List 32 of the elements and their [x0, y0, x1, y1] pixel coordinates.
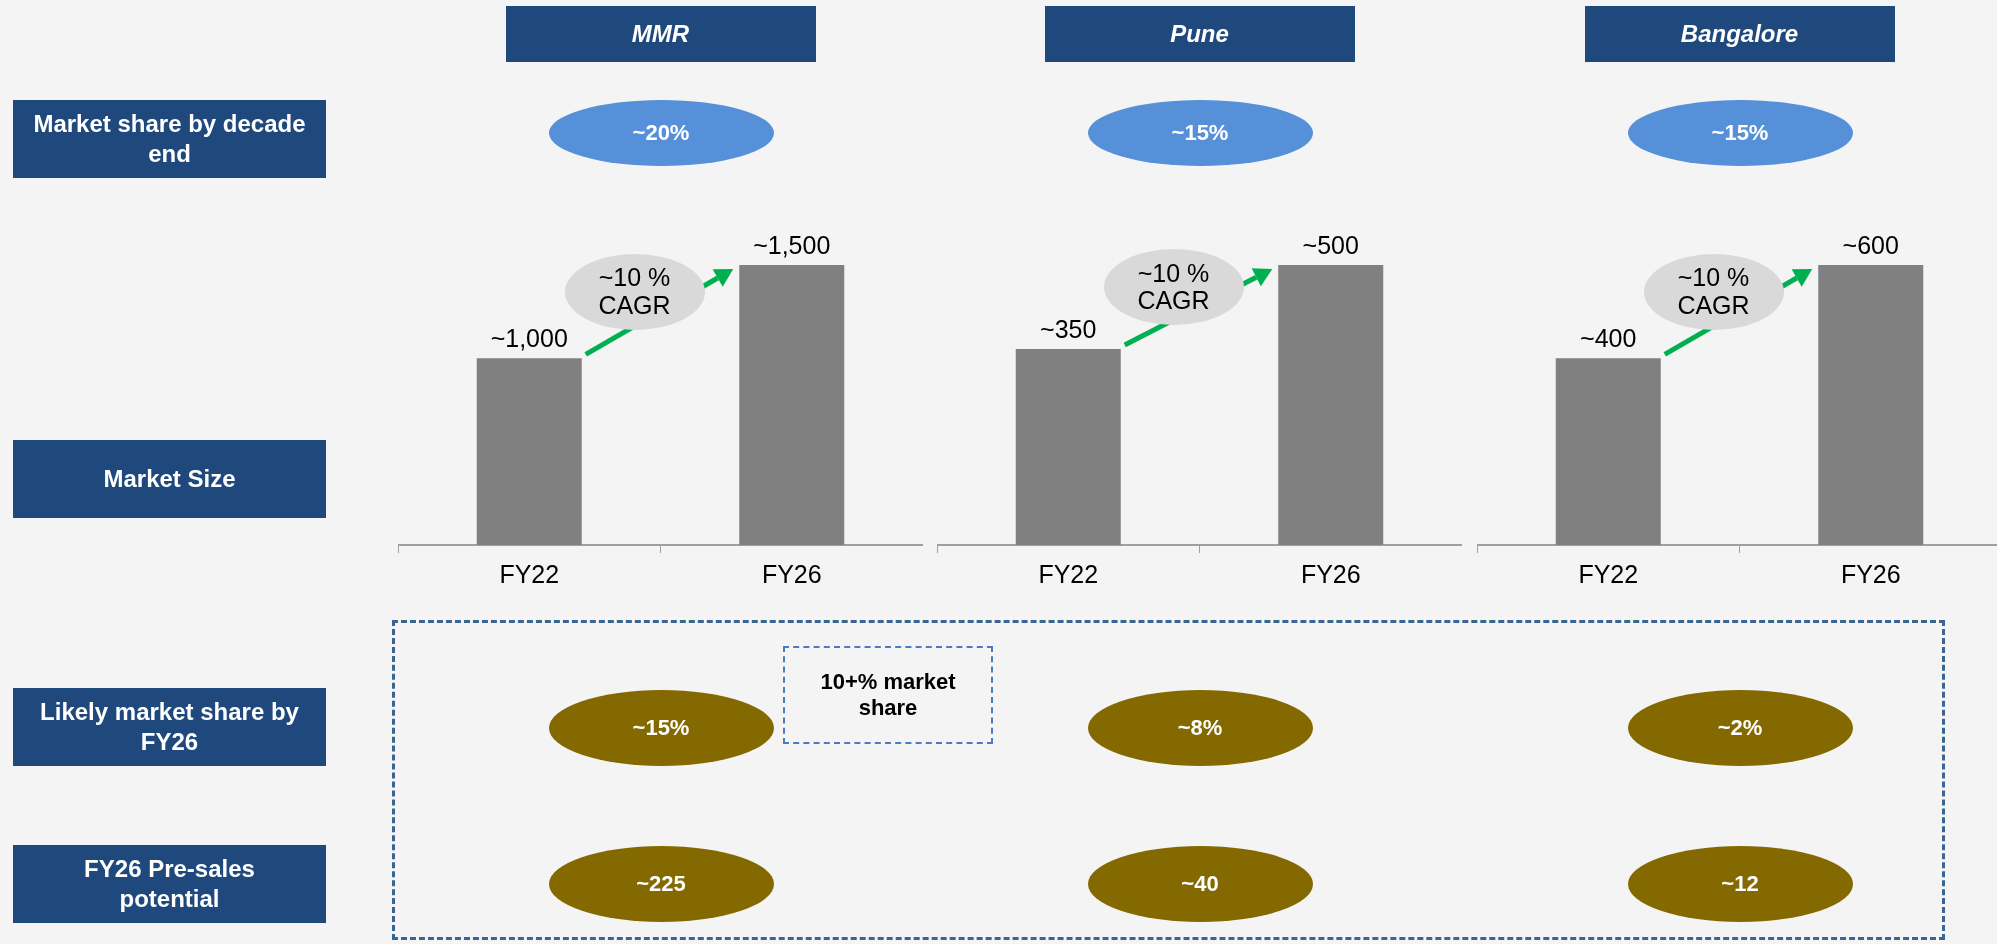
text: ~8%	[1087, 690, 1313, 766]
chart-title: MMR	[505, 6, 816, 62]
text: FY26 Pre-sales potential	[13, 845, 326, 923]
data-label: ~400	[1580, 323, 1637, 352]
text: ~12	[1627, 846, 1853, 922]
text: Market share by decade end	[13, 100, 326, 178]
annotation: ~10 % CAGR	[598, 263, 671, 319]
data-label: ~500	[1302, 230, 1359, 259]
chart-title: Pune	[1044, 6, 1355, 62]
x-tick-label: FY26	[1300, 559, 1361, 588]
data-label: ~350	[1040, 314, 1097, 343]
data-label: ~1,500	[753, 230, 831, 259]
text: ~20%	[548, 100, 774, 166]
x-tick-label: FY26	[761, 559, 822, 588]
text: ~2%	[1627, 690, 1853, 766]
x-tick-label: FY22	[1578, 559, 1639, 588]
text: Market Size	[13, 440, 326, 518]
text: ~15%	[1087, 100, 1313, 166]
x-tick-label: FY22	[1038, 559, 1099, 588]
text: ~225	[548, 846, 774, 922]
annotation: ~10 % CAGR	[1643, 253, 1784, 330]
annotation: ~10 % CAGR	[1103, 249, 1244, 325]
text: ~15%	[1627, 100, 1853, 166]
x-tick-label: FY26	[1840, 559, 1901, 588]
text: ~40	[1087, 846, 1313, 922]
text: Likely market share by FY26	[13, 688, 326, 766]
text: ~15%	[548, 690, 774, 766]
chart-title: Bangalore	[1584, 6, 1895, 62]
x-tick-label: FY22	[499, 559, 560, 588]
data-label: ~600	[1842, 230, 1899, 259]
text: 10+% market share	[783, 646, 993, 744]
data-label: ~1,000	[490, 323, 568, 352]
